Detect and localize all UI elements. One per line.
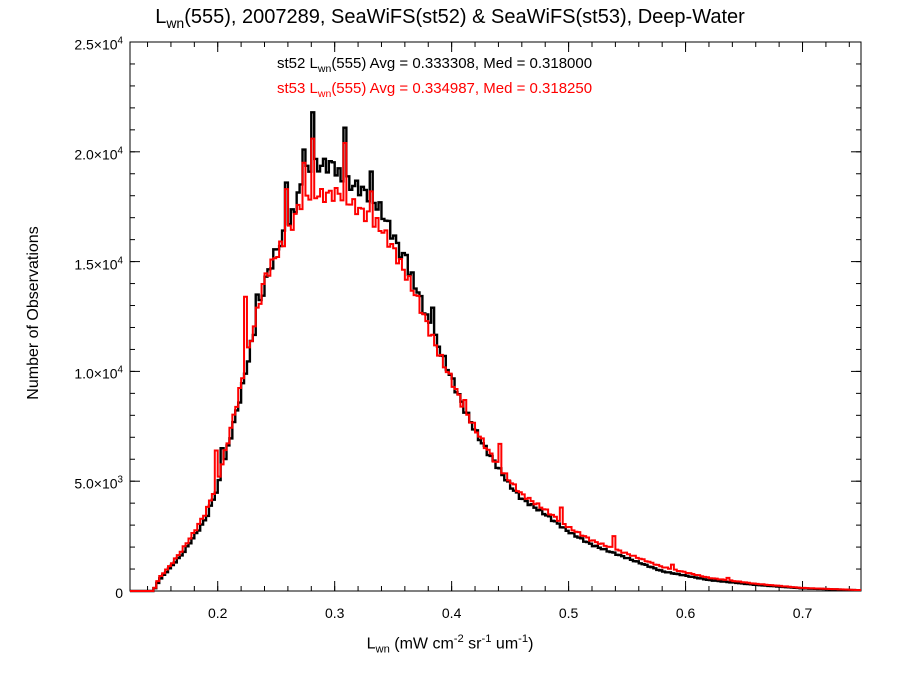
y-tick-label: 1.0×104 [74,365,123,382]
y-tick-label: 2.0×104 [74,145,123,163]
histogram-series-1 [130,137,861,592]
chart-title: Lwn(555), 2007289, SeaWiFS(st52) & SeaWi… [155,6,745,31]
y-tick-label: 0 [115,585,123,601]
x-axis-label: Lwn (mW cm-2 sr-1 um-1) [366,633,534,656]
x-tick-label: 0.7 [792,605,813,621]
histogram-series-0 [130,111,861,593]
x-tick-label: 0.5 [558,605,579,621]
y-tick-label: 2.5×104 [74,35,123,53]
y-tick-label: 1.5×104 [74,255,123,272]
y-tick-label: 5.0×103 [74,474,123,492]
annotation-st53: st53 Lwn(555) Avg = 0.334987, Med = 0.31… [277,80,593,100]
x-tick-label: 0.4 [441,605,462,621]
x-tick-label: 0.2 [207,605,228,621]
annotation-st52: st52 Lwn(555) Avg = 0.333308, Med = 0.31… [277,55,593,75]
x-tick-label: 0.3 [324,605,345,621]
x-tick-label: 0.6 [675,605,696,621]
plot-frame [129,41,862,592]
